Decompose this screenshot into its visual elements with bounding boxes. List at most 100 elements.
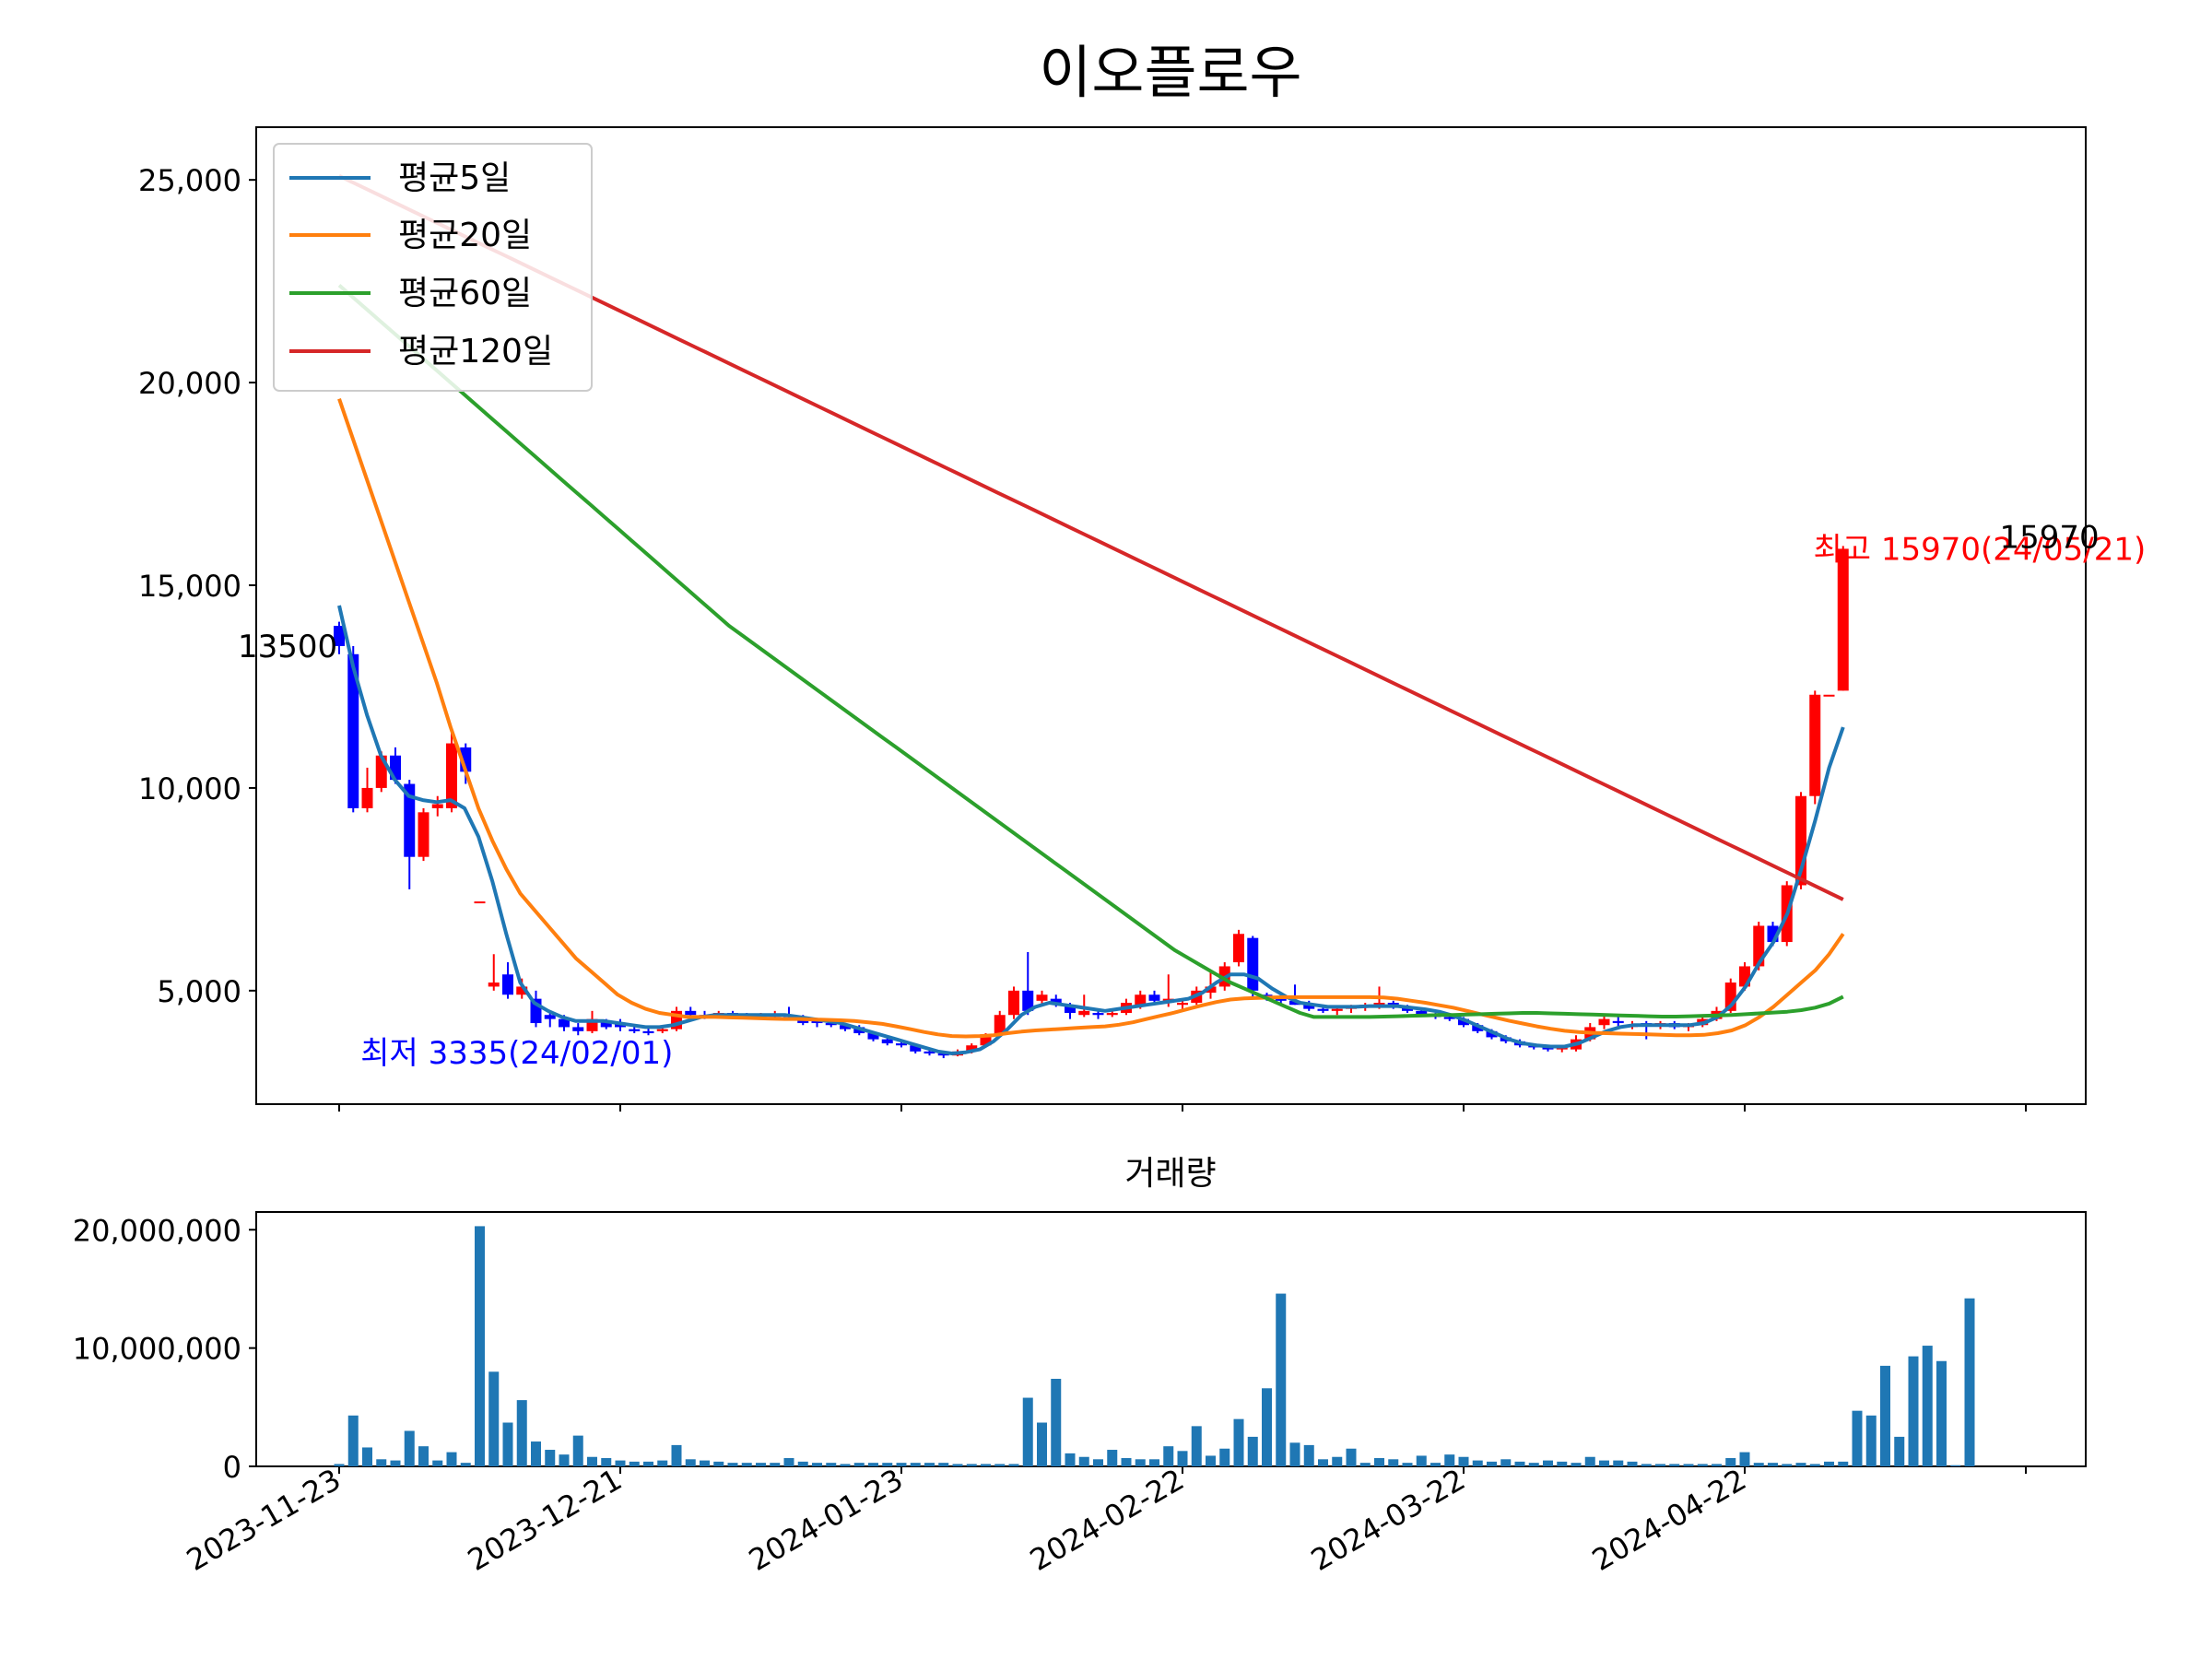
candle bbox=[881, 1037, 893, 1046]
candle-body bbox=[1331, 1008, 1343, 1011]
volume-plot-frame bbox=[255, 1211, 2087, 1467]
candle-body bbox=[1065, 1006, 1076, 1014]
volume-bar bbox=[347, 1415, 359, 1466]
legend-entry-ma120: 평균120일 bbox=[289, 333, 553, 371]
legend-label-ma60: 평균60일 bbox=[398, 275, 532, 312]
volume-bar bbox=[1557, 1461, 1568, 1466]
volume-bar bbox=[404, 1430, 415, 1466]
volume-bar bbox=[812, 1463, 822, 1466]
volume-bar bbox=[1753, 1463, 1764, 1466]
candle bbox=[530, 990, 542, 1028]
volume-bar bbox=[1121, 1458, 1132, 1466]
candle-body bbox=[1078, 1010, 1090, 1016]
candle-body bbox=[1837, 548, 1849, 691]
candle-body bbox=[1416, 1010, 1428, 1016]
candle bbox=[418, 807, 429, 862]
volume-bar bbox=[1571, 1463, 1582, 1466]
volume-bar bbox=[1163, 1446, 1174, 1466]
candle-body bbox=[1289, 1000, 1300, 1006]
volume-bar bbox=[1655, 1464, 1665, 1466]
volume-bar bbox=[1697, 1464, 1708, 1466]
volume-bar bbox=[1444, 1454, 1455, 1466]
annotation-label: 최저 3335(24/02/01) bbox=[360, 1035, 673, 1072]
volume-bar bbox=[1359, 1463, 1371, 1466]
volume-bar bbox=[1543, 1460, 1553, 1466]
candle-body bbox=[559, 1018, 570, 1028]
volume-bar bbox=[994, 1464, 1006, 1466]
candle-body bbox=[1556, 1047, 1568, 1050]
volume-bar bbox=[629, 1461, 640, 1466]
volume-bar bbox=[488, 1371, 500, 1466]
candle bbox=[502, 962, 513, 999]
volume-bar bbox=[910, 1463, 921, 1466]
candle-body bbox=[1022, 990, 1034, 1011]
volume-bar bbox=[559, 1454, 570, 1466]
volume-bar bbox=[1500, 1459, 1512, 1466]
volume-x-tick-label: 2024-03-22 bbox=[1305, 1462, 1471, 1578]
volume-bar bbox=[643, 1461, 653, 1466]
volume-bar bbox=[432, 1460, 443, 1466]
volume-bar bbox=[1388, 1459, 1399, 1466]
candle bbox=[1233, 929, 1244, 967]
candle-body bbox=[572, 1027, 584, 1031]
candle bbox=[572, 1023, 584, 1036]
candle-body bbox=[544, 1015, 556, 1019]
candle-body bbox=[867, 1033, 879, 1040]
candle-body bbox=[896, 1043, 907, 1046]
volume-bar bbox=[1795, 1463, 1806, 1466]
candle-body bbox=[1542, 1047, 1554, 1050]
volume-bar bbox=[685, 1459, 696, 1466]
price-y-axis: 5,000 10,000 15,000 20,000 25,000 bbox=[138, 163, 256, 1009]
volume-bar bbox=[1865, 1415, 1877, 1466]
volume-bar bbox=[572, 1435, 583, 1466]
volume-bar bbox=[390, 1460, 401, 1466]
volume-x-tick-label: 2024-02-22 bbox=[1024, 1462, 1190, 1578]
price-x-axis-ticks bbox=[338, 1104, 2027, 1112]
candle-body bbox=[1598, 1018, 1610, 1026]
volume-bar bbox=[516, 1400, 527, 1466]
candle-body bbox=[418, 812, 429, 857]
main-chart-title: 이오플로우 bbox=[1039, 39, 1301, 106]
volume-bar bbox=[797, 1461, 808, 1466]
volume-bar bbox=[1416, 1455, 1427, 1466]
candle-body bbox=[1008, 990, 1019, 1016]
volume-bar bbox=[1135, 1459, 1146, 1466]
candle-body bbox=[1809, 694, 1821, 796]
candle-body bbox=[431, 804, 443, 808]
volume-bar bbox=[1683, 1464, 1694, 1466]
candle-body bbox=[1247, 937, 1259, 991]
candle-body bbox=[840, 1025, 851, 1030]
candle bbox=[1598, 1015, 1610, 1030]
volume-bar bbox=[981, 1464, 991, 1466]
candle-body bbox=[881, 1039, 893, 1044]
candle-body bbox=[910, 1045, 922, 1052]
volume-y-tick-label: 0 bbox=[223, 1450, 241, 1485]
volume-x-tick-label: 2024-04-22 bbox=[1586, 1462, 1752, 1578]
candle-body bbox=[1373, 1003, 1385, 1006]
candle-body bbox=[600, 1020, 612, 1028]
volume-chart-title: 거래량 bbox=[1124, 1155, 1216, 1193]
volume-bar bbox=[756, 1463, 766, 1466]
candle-body bbox=[1612, 1020, 1624, 1024]
volume-bar bbox=[1022, 1397, 1033, 1466]
volume-bar bbox=[1206, 1455, 1216, 1466]
volume-y-axis: 0 10,000,000 20,000,000 bbox=[73, 1213, 256, 1485]
volume-bar bbox=[966, 1464, 977, 1466]
candle-body bbox=[488, 982, 500, 987]
volume-bar bbox=[1374, 1458, 1384, 1466]
candle-body bbox=[361, 787, 373, 808]
price-y-tick-label: 25,000 bbox=[138, 163, 241, 198]
volume-bar bbox=[853, 1463, 865, 1466]
candle-body bbox=[1486, 1030, 1498, 1038]
candle bbox=[1247, 935, 1259, 997]
volume-bar bbox=[671, 1444, 682, 1466]
candle bbox=[474, 901, 486, 904]
candle bbox=[431, 795, 443, 817]
volume-bar bbox=[475, 1226, 485, 1466]
volume-bar bbox=[1908, 1356, 1919, 1466]
candle-body bbox=[502, 974, 513, 995]
candles-group bbox=[334, 546, 1849, 1059]
candle-body bbox=[1443, 1017, 1455, 1019]
volume-x-tick-label: 2023-12-21 bbox=[462, 1462, 628, 1578]
candle-body bbox=[980, 1035, 992, 1046]
